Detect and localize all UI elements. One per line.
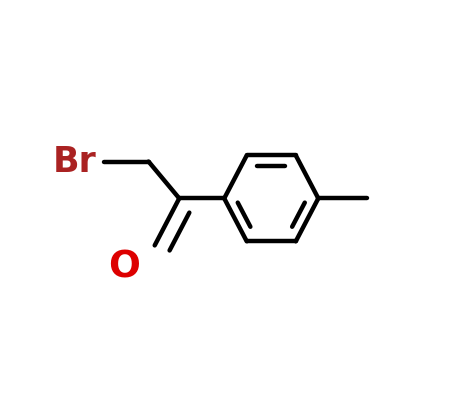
Text: Br: Br [53,144,97,179]
Text: O: O [108,250,140,286]
